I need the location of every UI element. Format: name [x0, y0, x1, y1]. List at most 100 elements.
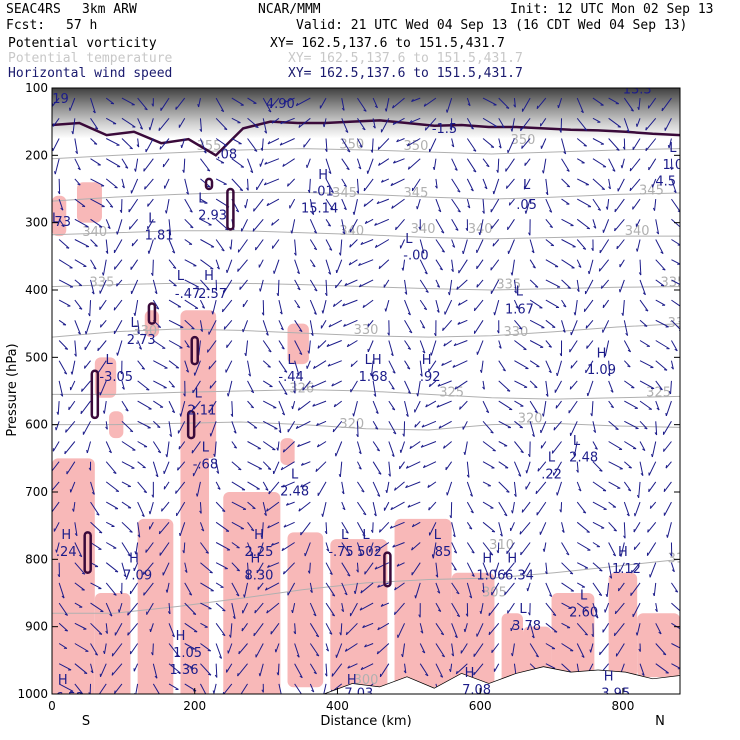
wind-vector: [466, 481, 473, 497]
wind-vector: [262, 380, 273, 388]
wind-vector-head: [177, 467, 179, 471]
wind-vector: [184, 239, 193, 245]
wind-vector: [459, 400, 468, 410]
wind-vector: [592, 97, 604, 106]
wind-vector-head: [297, 444, 300, 447]
wind-vector: [311, 380, 327, 388]
wind-vector: [623, 340, 631, 353]
wind-vector: [277, 663, 280, 676]
wind-vector: [645, 117, 657, 131]
wind-vector-head: [111, 672, 114, 676]
wind-vector: [452, 360, 468, 368]
wind-vector-head: [281, 347, 285, 350]
wind-vector: [231, 178, 244, 191]
wind-vector: [520, 542, 531, 556]
wind-vector: [404, 380, 411, 394]
wind-vector: [294, 683, 303, 694]
wind-vector-head: [244, 205, 247, 209]
wind-vector: [451, 158, 458, 171]
wind-vector: [222, 299, 233, 313]
wind-vector-head: [619, 553, 622, 557]
wind-vector: [105, 623, 108, 634]
speed-label-25: L: [105, 353, 113, 368]
wind-vector: [317, 441, 327, 448]
wind-vector-head: [490, 431, 494, 434]
wind-vector: [545, 259, 559, 268]
wind-vector: [482, 380, 485, 390]
wind-vector: [648, 461, 657, 476]
wind-vector-head: [387, 332, 390, 336]
y-tick-label: 800: [25, 552, 48, 566]
wind-vector: [294, 340, 303, 355]
wind-vector: [199, 522, 205, 532]
y-tick-label: 500: [25, 350, 48, 364]
wind-vector: [374, 218, 390, 226]
wind-vector: [263, 420, 278, 430]
wind-vector: [639, 400, 653, 410]
wind-vector-head: [671, 366, 674, 370]
wind-vector-head: [486, 164, 490, 168]
wind-vector: [280, 117, 295, 125]
wind-vector: [347, 663, 358, 669]
wind-vector-head: [504, 591, 506, 595]
wind-vector: [319, 97, 327, 109]
wind-vector: [624, 400, 638, 409]
wind-vector-head: [362, 128, 366, 131]
wind-vector: [619, 279, 625, 293]
wind-vector-head: [151, 652, 154, 656]
wind-vector-head: [57, 191, 61, 195]
wind-vector: [164, 178, 170, 189]
wind-vector: [435, 259, 443, 271]
wind-vector: [257, 542, 264, 558]
wind-vector-head: [79, 554, 83, 558]
wind-vector: [636, 623, 641, 636]
wind-vector: [152, 683, 160, 694]
wind-vector-head: [331, 594, 336, 597]
wind-vector-head: [279, 311, 283, 315]
wind-vector: [176, 501, 186, 517]
wind-vector: [213, 683, 217, 694]
wind-vector: [121, 501, 132, 509]
wind-vector: [525, 481, 531, 490]
wind-vector-head: [183, 393, 186, 397]
wind-vector: [576, 279, 580, 292]
wind-vector-head: [56, 411, 59, 415]
wind-vector-head: [332, 428, 335, 433]
wind-vector: [255, 643, 264, 658]
wind-vector: [118, 602, 123, 613]
theta-contour-345: [52, 191, 680, 202]
wind-vector: [464, 623, 468, 633]
wind-vector-head: [545, 192, 549, 196]
wind-vector-head: [327, 224, 331, 227]
wind-vector-head: [484, 186, 488, 190]
wind-vector: [325, 198, 334, 210]
wind-vector-head: [506, 390, 511, 392]
wind-vector: [423, 97, 437, 107]
wind-vector: [104, 643, 107, 654]
wind-vector-head: [109, 205, 114, 208]
wind-vector: [247, 400, 255, 409]
wind-vector: [545, 279, 561, 288]
wind-vector: [372, 380, 377, 397]
wind-vector-head: [137, 331, 140, 335]
speed-label-57: H: [250, 552, 260, 567]
wind-vector: [121, 481, 132, 487]
wind-vector: [58, 219, 65, 227]
wind-vector-head: [406, 143, 410, 147]
wind-vector: [542, 401, 547, 417]
wind-vector: [231, 562, 240, 572]
wind-vector: [152, 299, 160, 310]
wind-vector-head: [435, 185, 438, 189]
wind-vector-head: [612, 553, 616, 557]
wind-vector-head: [519, 531, 522, 535]
x-tick-label: 400: [326, 699, 349, 713]
speed-label-70: 1.05: [173, 646, 202, 661]
wind-vector: [208, 400, 217, 414]
speed-label-73: 7.03: [344, 686, 373, 701]
wind-vector: [309, 643, 320, 657]
wind-vector-head: [61, 224, 65, 228]
wind-vector: [90, 643, 99, 656]
wind-vector-head: [587, 270, 590, 275]
pv-fill-region-1: [76, 182, 102, 223]
wind-vector: [466, 178, 474, 192]
